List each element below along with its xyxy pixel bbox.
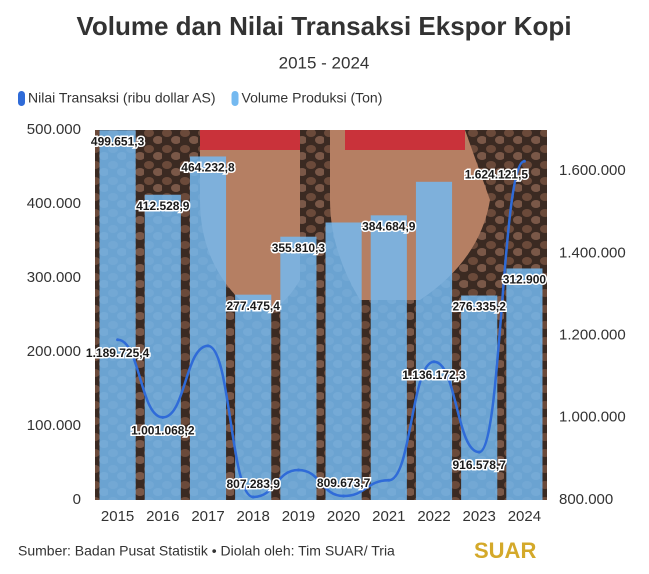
value-label: 499.651,3 bbox=[91, 134, 145, 148]
line-point bbox=[251, 495, 255, 499]
bar bbox=[235, 294, 272, 500]
bar bbox=[280, 236, 317, 500]
y-tick-label: 100.000 bbox=[27, 417, 81, 434]
value-label: 807.283,9 bbox=[227, 477, 281, 491]
x-tick-label: 2016 bbox=[146, 508, 179, 525]
bar bbox=[461, 295, 498, 500]
bar bbox=[144, 194, 181, 500]
bar bbox=[99, 130, 136, 500]
line-point bbox=[296, 468, 300, 472]
line-point bbox=[342, 494, 346, 498]
line-point bbox=[161, 415, 165, 419]
bar bbox=[506, 268, 543, 500]
y-tick-label: 400.000 bbox=[27, 195, 81, 212]
value-label: 384.684,9 bbox=[362, 220, 416, 234]
value-label: 312.900 bbox=[503, 273, 547, 287]
y2-tick-label: 1.400.000 bbox=[559, 244, 626, 261]
value-label: 277.475,4 bbox=[227, 299, 281, 313]
line-point bbox=[116, 338, 120, 342]
value-label: 1.624.121,5 bbox=[465, 167, 529, 181]
value-label: 809.673,7 bbox=[317, 476, 371, 490]
source-note: Sumber: Badan Pusat Statistik • Diolah o… bbox=[18, 543, 395, 559]
x-tick-label: 2020 bbox=[327, 508, 360, 525]
x-tick-label: 2021 bbox=[372, 508, 405, 525]
x-tick-label: 2017 bbox=[191, 508, 224, 525]
value-label: 916.578,7 bbox=[453, 458, 507, 472]
line-point bbox=[432, 360, 436, 364]
x-tick-label: 2024 bbox=[508, 508, 541, 525]
value-label: 1.001.068,2 bbox=[131, 424, 195, 438]
y-tick-label: 200.000 bbox=[27, 343, 81, 360]
value-label: 1.189.725,4 bbox=[86, 346, 150, 360]
x-tick-label: 2023 bbox=[463, 508, 496, 525]
y-tick-label: 0 bbox=[73, 491, 81, 508]
bar bbox=[415, 181, 453, 501]
value-label: 355.810,3 bbox=[272, 241, 326, 255]
y2-tick-label: 1.000.000 bbox=[559, 409, 626, 426]
bar bbox=[325, 222, 362, 500]
bar bbox=[370, 215, 407, 500]
line-point bbox=[206, 344, 210, 348]
line-point bbox=[522, 159, 526, 163]
y-tick-label: 300.000 bbox=[27, 269, 81, 286]
bar bbox=[189, 156, 227, 501]
legend-marker bbox=[18, 91, 25, 106]
value-label: 464.232,8 bbox=[181, 161, 235, 175]
value-label: 1.136.172,3 bbox=[402, 368, 466, 382]
y2-tick-label: 1.200.000 bbox=[559, 327, 626, 344]
chart-subtitle: 2015 - 2024 bbox=[279, 53, 370, 72]
x-tick-label: 2015 bbox=[101, 508, 134, 525]
x-tick-label: 2019 bbox=[282, 508, 315, 525]
line-point bbox=[477, 450, 481, 454]
y2-tick-label: 800.000 bbox=[559, 491, 613, 508]
logo: SUAR bbox=[474, 538, 536, 563]
value-label: 276.335,2 bbox=[453, 300, 507, 314]
legend-label: Volume Produksi (Ton) bbox=[242, 90, 383, 106]
line-point bbox=[387, 478, 391, 482]
y-tick-label: 500.000 bbox=[27, 121, 81, 138]
x-tick-label: 2018 bbox=[237, 508, 270, 525]
x-tick-label: 2022 bbox=[417, 508, 450, 525]
legend-label: Nilai Transaksi (ribu dollar AS) bbox=[28, 90, 216, 106]
chart-title: Volume dan Nilai Transaksi Ekspor Kopi bbox=[76, 11, 571, 41]
legend-marker bbox=[231, 91, 239, 106]
value-label: 412.528,9 bbox=[136, 199, 190, 213]
y2-tick-label: 1.600.000 bbox=[559, 162, 626, 179]
